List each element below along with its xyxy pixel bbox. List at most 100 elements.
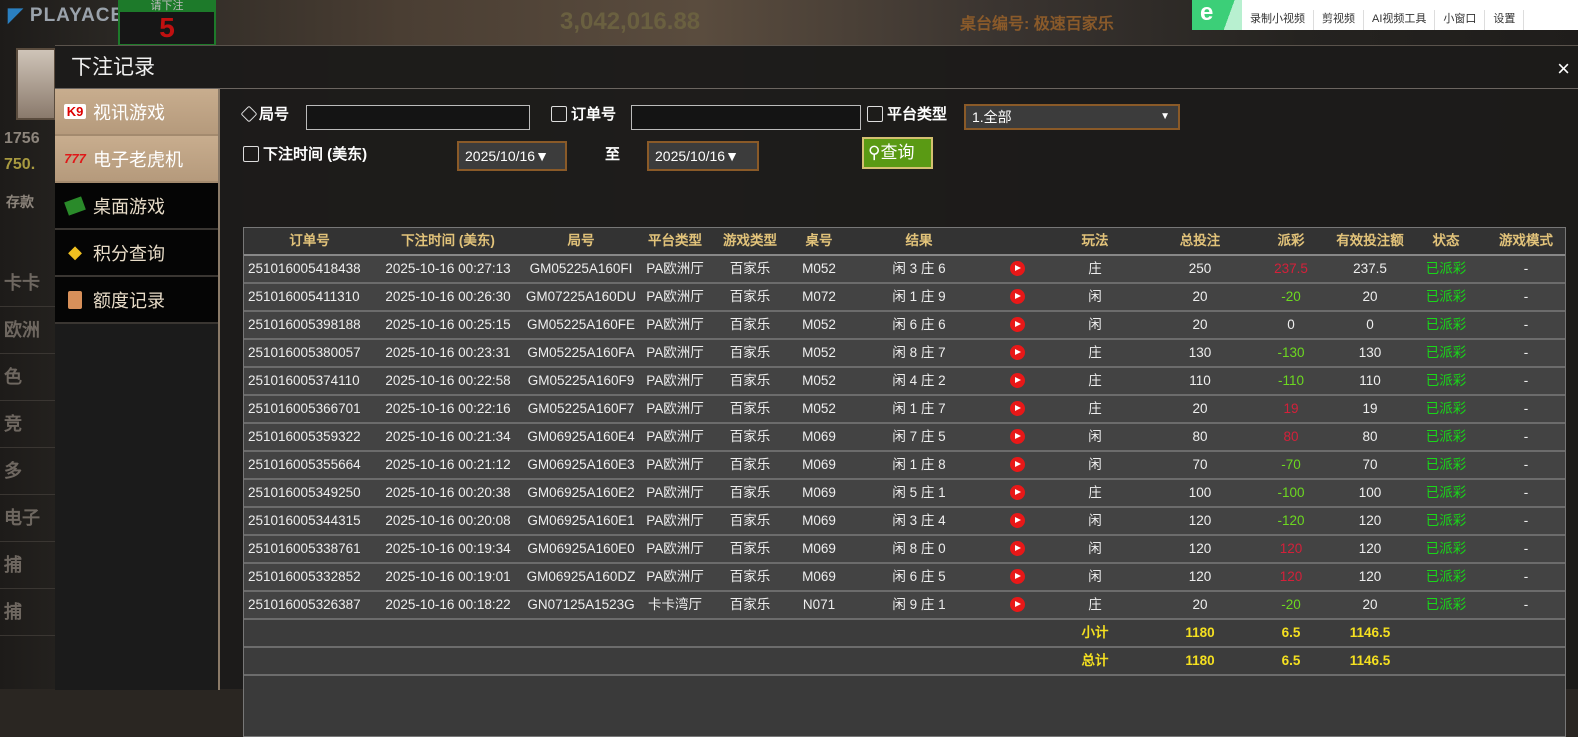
sidebar-item-table-games[interactable]: 桌面游戏	[55, 183, 218, 230]
time-label: 下注时间 (美东)	[243, 143, 367, 164]
platform: PA欧洲厅	[646, 289, 704, 304]
round-no: GM06925A160E2	[527, 485, 635, 500]
record-video-button[interactable]: 录制小视频	[1242, 10, 1314, 30]
replay-cell	[992, 592, 1042, 618]
deposit-button[interactable]: 存款	[6, 194, 34, 210]
play-video-icon[interactable]	[1009, 569, 1025, 584]
table-no: M069	[802, 569, 836, 584]
subtotal-valid-bet: 1146.5	[1349, 625, 1391, 640]
total-valid-bet: 1146.5	[1349, 653, 1391, 668]
bet-time: 2025-10-16 00:26:30	[385, 289, 511, 304]
bet-type: 闲	[1088, 429, 1102, 444]
header-status: 状态	[1432, 233, 1460, 248]
game-mode: -	[1523, 261, 1529, 276]
status: 已派彩	[1425, 289, 1467, 304]
order-input[interactable]	[631, 105, 861, 130]
total-total-bet: 1180	[1185, 653, 1215, 668]
replay-cell	[992, 424, 1042, 450]
result: 闲 1 庄 7	[892, 401, 946, 416]
header-payout: 派彩	[1277, 233, 1305, 248]
query-button[interactable]: ⚲查询	[862, 137, 933, 169]
bet-type: 庄	[1088, 485, 1102, 500]
replay-cell	[992, 508, 1042, 534]
tag-icon	[240, 105, 258, 122]
sidebar-item-slots[interactable]: 777 电子老虎机	[55, 136, 218, 183]
playing-cards-icon: K9	[61, 99, 89, 125]
play-video-icon[interactable]	[1009, 289, 1025, 304]
game-mode: -	[1523, 373, 1529, 388]
bet-records-table: 订单号 下注时间 (美东) 局号 平台类型 游戏类型 桌号 结果 玩法 总投注 派彩 有效投注额 状态…	[243, 227, 1566, 737]
settings-button[interactable]: 设置	[1485, 10, 1525, 30]
background-lobby-list: 卡卡 欧洲色竞多电子捕捕	[0, 260, 55, 636]
play-video-icon[interactable]	[1009, 429, 1025, 444]
play-video-icon[interactable]	[1009, 261, 1025, 276]
round-no: GM05225A160F7	[527, 401, 635, 416]
table-row: 251016005411310 2025-10-16 00:26:30 GM0722…	[244, 284, 1565, 312]
play-video-icon[interactable]	[1009, 345, 1025, 360]
sidebar-item-credit-records[interactable]: 额度记录	[55, 277, 218, 324]
table-row: 251016005418438 2025-10-16 00:27:13 GM0522…	[244, 256, 1565, 284]
bet-type: 闲	[1088, 569, 1102, 584]
ai-video-tool-button[interactable]: AI视频工具	[1364, 10, 1436, 30]
slot-777-icon: 777	[64, 151, 86, 166]
jackpot: 3,042,016.88	[560, 8, 701, 35]
valid-bet: 120	[1358, 513, 1382, 528]
game-type: 百家乐	[729, 597, 771, 612]
platform-select[interactable]: 1.全部 ▼	[964, 104, 1180, 130]
lobby-item: 卡卡	[0, 260, 55, 307]
payout: -100	[1277, 485, 1305, 500]
search-icon: ⚲	[868, 143, 881, 162]
subtotal-payout: 6.5	[1281, 625, 1301, 640]
order-no: 251016005344315	[248, 513, 361, 528]
calendar-icon	[243, 145, 259, 162]
round-input[interactable]	[306, 105, 530, 130]
table-row: 251016005366701 2025-10-16 00:22:16 GM0522…	[244, 396, 1565, 424]
play-video-icon[interactable]	[1009, 401, 1025, 416]
payout: -20	[1281, 289, 1301, 304]
play-video-icon[interactable]	[1009, 317, 1025, 332]
bet-type: 闲	[1088, 317, 1102, 332]
date-to-select[interactable]: 2025/10/16▼	[647, 141, 759, 171]
bet-time: 2025-10-16 00:18:22	[385, 597, 511, 612]
play-video-icon[interactable]	[1009, 513, 1025, 528]
table-no: M072	[802, 289, 836, 304]
lobby-item: 捕	[0, 542, 55, 589]
bet-time: 2025-10-16 00:20:08	[385, 513, 511, 528]
payout: 237.5	[1274, 261, 1308, 276]
sidebar-item-live-games[interactable]: K9 视讯游戏	[55, 89, 218, 136]
mini-window-button[interactable]: 小窗口	[1435, 10, 1486, 30]
edit-video-button[interactable]: 剪视频	[1314, 10, 1364, 30]
browser-video-toolbar: e 录制小视频 剪视频 AI视频工具 小窗口 设置	[1192, 0, 1578, 30]
content: 局号 订单号 平台类型 1.全部 ▼ 下注时间 (美东) 2025/10/16▼ …	[220, 89, 1578, 737]
header-bet-type: 玩法	[1081, 233, 1109, 248]
order-no: 251016005411310	[248, 289, 360, 304]
replay-cell	[992, 284, 1042, 310]
play-video-icon[interactable]	[1009, 541, 1025, 556]
play-video-icon[interactable]	[1009, 457, 1025, 472]
play-video-icon[interactable]	[1009, 373, 1025, 388]
bet-record-modal: 下注记录 × K9 视讯游戏 777 电子老虎机 桌面游戏 ◆ 积分查询 额度记录 局…	[55, 45, 1578, 737]
total-bet: 20	[1192, 401, 1208, 416]
to-label: 至	[605, 146, 621, 163]
sidebar-item-points[interactable]: ◆ 积分查询	[55, 230, 218, 277]
total-bet: 250	[1188, 261, 1212, 276]
round-no: GM05225A160F9	[527, 373, 635, 388]
play-video-icon[interactable]	[1009, 485, 1025, 500]
status: 已派彩	[1425, 597, 1467, 612]
bet-time: 2025-10-16 00:27:13	[385, 261, 511, 276]
replay-cell	[992, 452, 1042, 478]
order-no: 251016005359322	[248, 429, 361, 444]
platform: PA欧洲厅	[646, 373, 704, 388]
game-type: 百家乐	[729, 513, 771, 528]
close-icon[interactable]: ×	[1557, 56, 1570, 81]
bet-time: 2025-10-16 00:19:34	[385, 541, 511, 556]
bet-type: 闲	[1088, 513, 1102, 528]
order-no: 251016005338761	[248, 541, 361, 556]
replay-cell	[992, 480, 1042, 506]
date-from-select[interactable]: 2025/10/16▼	[457, 141, 567, 171]
valid-bet: 19	[1362, 401, 1378, 416]
play-video-icon[interactable]	[1009, 597, 1025, 612]
valid-bet: 20	[1362, 597, 1378, 612]
game-mode: -	[1523, 485, 1529, 500]
chips-icon	[61, 193, 89, 219]
